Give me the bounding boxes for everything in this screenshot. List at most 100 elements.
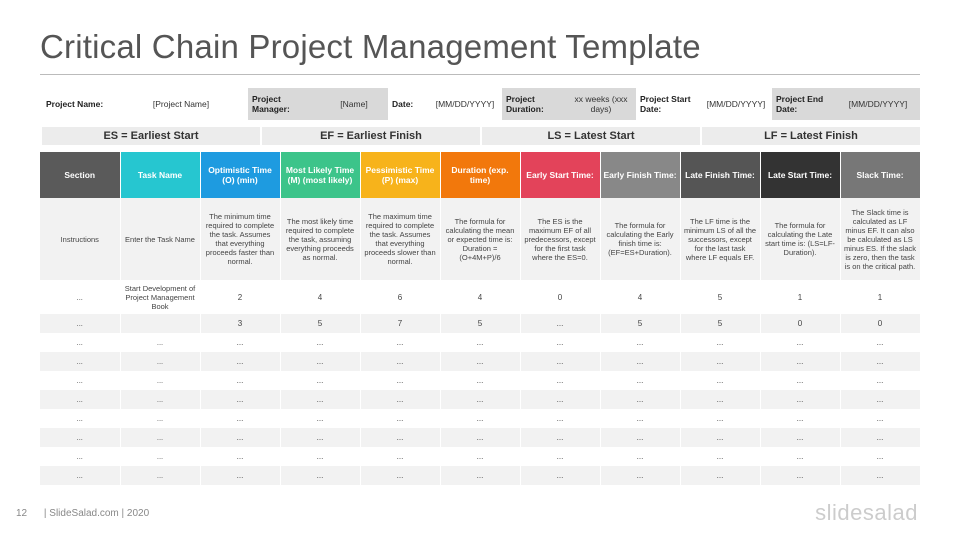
table-cell[interactable]: ... [360,371,441,390]
table-cell[interactable]: ... [280,371,361,390]
table-cell[interactable]: 4 [600,280,681,314]
project-name-value[interactable]: [Project Name] [152,99,210,109]
table-cell[interactable]: 4 [440,280,521,314]
table-cell[interactable]: ... [680,447,761,466]
table-cell[interactable]: ... [520,371,601,390]
manager-value[interactable]: [Name] [320,88,388,120]
table-cell[interactable]: ... [200,333,281,352]
table-cell[interactable]: ... [680,466,761,485]
table-cell[interactable]: ... [280,409,361,428]
table-cell[interactable]: ... [40,280,121,314]
table-cell[interactable]: ... [520,447,601,466]
table-cell[interactable]: ... [760,409,841,428]
table-cell[interactable]: ... [440,371,521,390]
table-cell[interactable]: 0 [520,280,601,314]
table-cell[interactable]: ... [600,371,681,390]
table-cell[interactable]: ... [40,447,121,466]
table-cell[interactable]: ... [600,352,681,371]
table-cell[interactable]: ... [120,333,201,352]
table-cell[interactable]: ... [440,466,521,485]
table-cell[interactable]: 0 [840,314,921,333]
table-cell[interactable]: ... [120,466,201,485]
table-cell[interactable]: ... [840,447,921,466]
table-cell[interactable]: 5 [440,314,521,333]
table-cell[interactable]: ... [440,447,521,466]
end-date-value[interactable]: [MM/DD/YYYY] [836,88,920,120]
table-cell[interactable]: ... [280,447,361,466]
table-cell[interactable]: ... [200,428,281,447]
table-cell[interactable]: ... [680,352,761,371]
table-cell[interactable]: ... [680,333,761,352]
table-cell[interactable]: ... [600,447,681,466]
table-cell[interactable]: ... [440,390,521,409]
table-cell[interactable]: ... [440,409,521,428]
table-cell[interactable]: ... [600,390,681,409]
table-cell[interactable]: ... [360,447,441,466]
table-cell[interactable]: 2 [200,280,281,314]
table-cell[interactable]: 3 [200,314,281,333]
table-cell[interactable]: 0 [760,314,841,333]
table-cell[interactable]: ... [200,447,281,466]
table-cell[interactable]: ... [520,314,601,333]
table-cell[interactable]: ... [40,428,121,447]
table-cell[interactable]: Start Development of Project Management … [120,280,201,314]
start-date-value[interactable]: [MM/DD/YYYY] [706,99,766,109]
table-cell[interactable]: ... [360,466,441,485]
table-cell[interactable] [120,314,201,333]
table-cell[interactable]: ... [40,409,121,428]
table-cell[interactable]: ... [760,447,841,466]
table-cell[interactable]: ... [680,371,761,390]
table-cell[interactable]: ... [760,371,841,390]
table-cell[interactable]: 1 [840,280,921,314]
table-cell[interactable]: ... [200,371,281,390]
table-cell[interactable]: ... [520,333,601,352]
table-cell[interactable]: ... [520,352,601,371]
table-cell[interactable]: ... [120,447,201,466]
date-value[interactable]: [MM/DD/YYYY] [435,99,495,109]
table-cell[interactable]: ... [280,333,361,352]
table-cell[interactable]: ... [360,428,441,447]
table-cell[interactable]: ... [440,333,521,352]
table-cell[interactable]: ... [280,428,361,447]
table-cell[interactable]: ... [120,390,201,409]
table-cell[interactable]: ... [600,428,681,447]
table-cell[interactable]: ... [520,409,601,428]
table-cell[interactable]: 4 [280,280,361,314]
duration-value[interactable]: xx weeks (xxx days) [566,88,636,120]
table-cell[interactable]: ... [840,333,921,352]
table-cell[interactable]: ... [440,428,521,447]
table-cell[interactable]: ... [520,390,601,409]
table-cell[interactable]: ... [520,466,601,485]
table-cell[interactable]: ... [840,428,921,447]
table-cell[interactable]: 5 [680,314,761,333]
table-cell[interactable]: ... [40,466,121,485]
table-cell[interactable]: ... [840,371,921,390]
table-cell[interactable]: ... [280,352,361,371]
table-cell[interactable]: ... [760,352,841,371]
table-cell[interactable]: ... [600,333,681,352]
table-cell[interactable]: ... [120,371,201,390]
table-cell[interactable]: ... [840,352,921,371]
table-cell[interactable]: ... [120,428,201,447]
table-cell[interactable]: ... [40,390,121,409]
table-cell[interactable]: 1 [760,280,841,314]
table-cell[interactable]: ... [280,390,361,409]
table-cell[interactable]: ... [760,390,841,409]
table-cell[interactable]: ... [600,466,681,485]
table-cell[interactable]: ... [600,409,681,428]
table-cell[interactable]: ... [360,390,441,409]
table-cell[interactable]: ... [760,466,841,485]
table-cell[interactable]: ... [40,371,121,390]
table-cell[interactable]: ... [40,333,121,352]
table-cell[interactable]: ... [200,409,281,428]
table-cell[interactable]: ... [680,428,761,447]
table-cell[interactable]: ... [760,428,841,447]
table-cell[interactable]: ... [200,390,281,409]
table-cell[interactable]: 6 [360,280,441,314]
table-cell[interactable]: ... [40,352,121,371]
table-cell[interactable]: ... [360,352,441,371]
table-cell[interactable]: ... [520,428,601,447]
table-cell[interactable]: ... [120,352,201,371]
table-cell[interactable]: ... [840,466,921,485]
table-cell[interactable]: ... [760,333,841,352]
